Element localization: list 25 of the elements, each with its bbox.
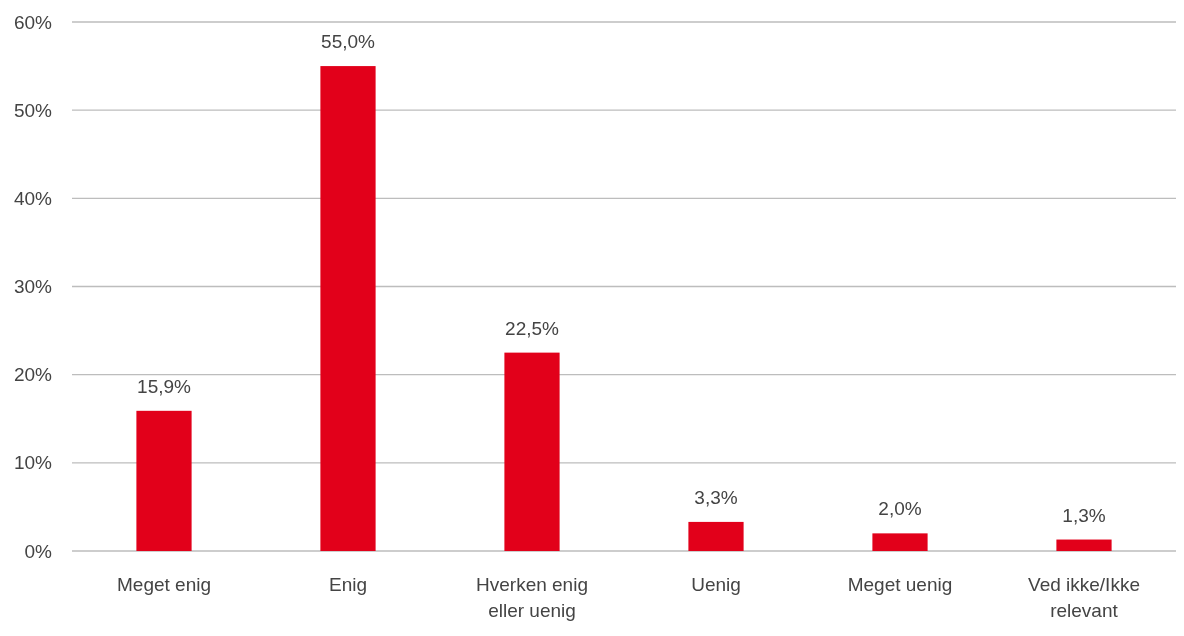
y-tick-label: 30% [13,276,53,298]
data-label: 2,0% [878,498,922,520]
bar [872,533,928,551]
bar [136,410,192,551]
data-label: 15,9% [137,375,192,397]
x-tick-label: Enig [328,574,368,595]
bar [688,521,744,551]
x-tick-label: Uenig [691,574,741,595]
data-label: 55,0% [321,31,376,53]
y-tick-label: 40% [13,187,53,209]
x-tick-label: Meget uenig [847,574,953,595]
data-label: 22,5% [505,317,560,339]
y-tick-label: 50% [13,99,53,121]
bar [1056,539,1112,551]
y-tick-label: 20% [13,364,53,386]
x-tick-label: Hverken enig eller uenig [476,574,588,621]
bar [504,352,560,551]
x-tick-label: Meget enig [116,574,212,595]
data-label: 3,3% [694,486,738,508]
bar [320,66,376,551]
y-tick-label: 10% [13,452,53,474]
data-label: 1,3% [1062,504,1106,526]
y-tick-label: 0% [24,540,53,562]
y-tick-label: 60% [13,11,53,33]
x-tick-label: Ved ikke/Ikke relevant [1028,574,1140,621]
